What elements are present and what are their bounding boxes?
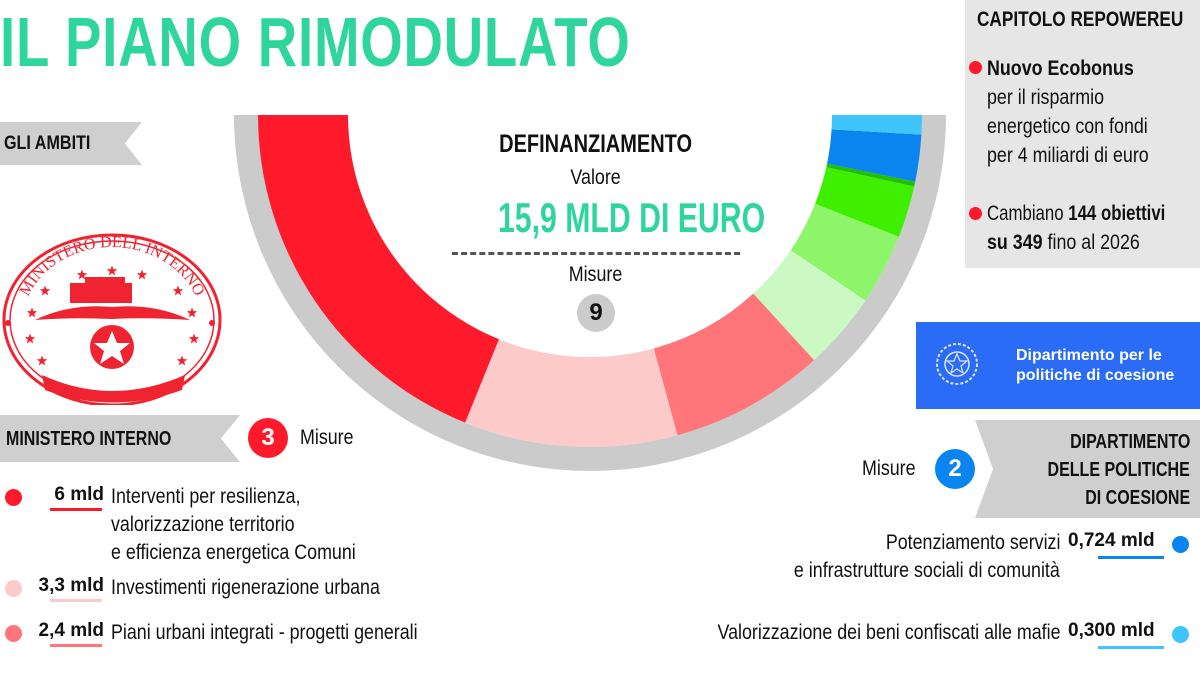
center-value-label: Valore: [570, 166, 622, 189]
donut-segment-5: [815, 167, 915, 237]
dipartimento-banner: DIPARTIMENTO DELLE POLITICHE DI COESIONE: [975, 420, 1200, 518]
bullet-icon: [969, 61, 982, 74]
star-icon: [172, 285, 184, 296]
value-underline: [1098, 646, 1164, 649]
donut-segment-3: [753, 250, 866, 360]
dipartimento-measures-count: 2: [935, 449, 975, 489]
star-icon: [106, 265, 118, 276]
center-heading: DEFINANZIAMENTO: [499, 130, 693, 158]
value-underline: [50, 644, 102, 647]
donut-segment-7: [827, 129, 922, 182]
repowereu-bullet-2: Cambiano 144 obiettivi su 349 fino al 20…: [987, 202, 1166, 254]
ministero-item-value: 2,4 mld: [38, 620, 104, 641]
legend-dot-icon: [5, 580, 22, 597]
repowereu-bullet-1: Nuovo Ecobonus per il risparmio energeti…: [987, 57, 1149, 167]
ministero-label: MINISTERO INTERNO: [6, 428, 172, 450]
star-icon: [186, 307, 198, 318]
value-underline: [50, 599, 102, 602]
legend-dot-icon: [5, 489, 22, 506]
donut-segment-4: [790, 203, 899, 301]
dipartimento-logo-text: Dipartimento per le politiche di coesione: [1016, 347, 1175, 384]
ministero-item-description: Interventi per resilienza, valorizzazione…: [111, 485, 356, 564]
ambiti-banner: GLI AMBITI: [0, 122, 142, 165]
page-title: IL PIANO RIMODULATO: [0, 3, 631, 81]
center-measures-count: 9: [577, 294, 615, 332]
repowereu-box: CAPITOLO REPOWEREU Nuovo Ecobonus per il…: [965, 0, 1200, 268]
value-underline: [50, 508, 102, 511]
center-value: 15,9 MLD DI EURO: [497, 194, 766, 241]
ministero-item-description: Piani urbani integrati - progetti genera…: [111, 621, 418, 644]
center-measures-label: Misure: [569, 263, 623, 286]
bullet-icon: [969, 207, 982, 220]
donut-segment-8: [831, 115, 923, 135]
ministero-interno-seal: MINISTERO DELL INTERNO REPVBBLICA ITALIA…: [2, 233, 222, 405]
divider: [452, 252, 740, 255]
donut-segment-6: [826, 163, 916, 187]
donut-segment-0: [258, 115, 500, 423]
star-icon: [176, 355, 188, 366]
ministero-item-value: 6 mld: [54, 484, 104, 505]
star-icon: [188, 333, 200, 344]
legend-dot-icon: [1172, 626, 1189, 643]
star-icon: [76, 269, 88, 280]
star-icon: [136, 269, 148, 280]
ambiti-label: GLI AMBITI: [4, 133, 91, 154]
repowereu-heading: CAPITOLO REPOWEREU: [977, 8, 1184, 31]
star-icon: [39, 285, 51, 296]
ministero-measures-label: Misure: [300, 426, 354, 449]
dipartimento-item-description: Potenziamento servizi e infrastrutture so…: [794, 531, 1060, 582]
dipartimento-logo-box: Dipartimento per le politiche di coesione: [916, 322, 1200, 409]
legend-dot-icon: [5, 625, 22, 642]
value-underline: [1098, 556, 1164, 559]
ministero-measures-count: 3: [248, 418, 288, 458]
chart-center: DEFINANZIAMENTO Valore 15,9 MLD DI EURO …: [446, 130, 765, 332]
donut-segment-1: [465, 339, 678, 447]
dipartimento-item-value: 0,300 mld: [1068, 620, 1155, 641]
emblem-icon: [936, 343, 978, 385]
ministero-item-value: 3,3 mld: [38, 575, 104, 596]
legend-dot-icon: [1172, 536, 1189, 553]
dipartimento-item-value: 0,724 mld: [1068, 530, 1155, 551]
donut-segment-2: [653, 293, 815, 436]
star-icon: [36, 355, 48, 366]
ministero-item-description: Investimenti rigenerazione urbana: [111, 576, 380, 599]
star-icon: [24, 333, 36, 344]
ministero-interno-banner: MINISTERO INTERNO: [0, 415, 240, 462]
star-icon: [26, 307, 38, 318]
dipartimento-item-description: Valorizzazione dei beni confiscati alle …: [717, 621, 1060, 644]
dipartimento-measures-label: Misure: [862, 457, 916, 480]
